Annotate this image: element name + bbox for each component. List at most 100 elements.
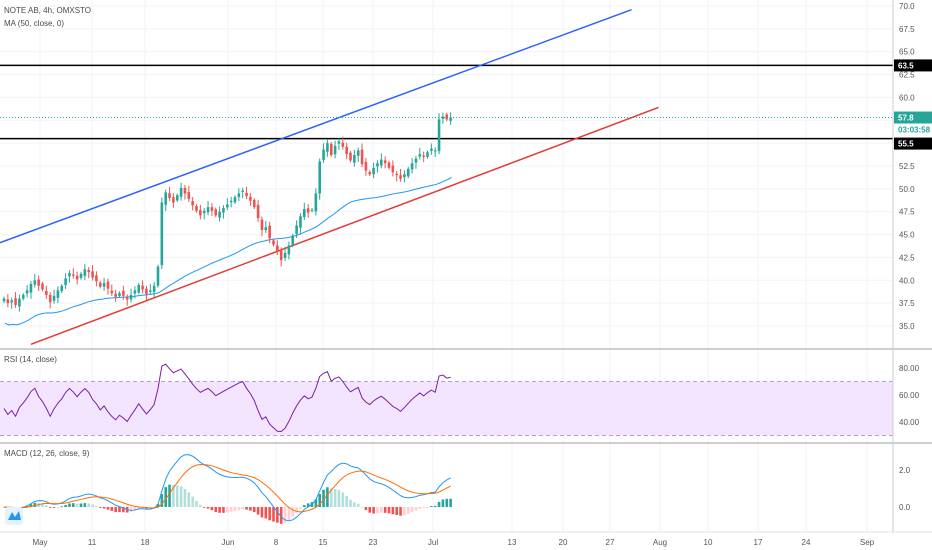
candle-body — [441, 116, 445, 119]
price-tick-label: 52.5 — [899, 162, 915, 171]
candlesticks — [2, 112, 452, 312]
ma-line — [4, 177, 452, 326]
candle-body — [256, 204, 260, 219]
candle-body — [279, 250, 283, 261]
candle-body — [98, 282, 102, 287]
macd-histogram-bar — [430, 506, 433, 507]
candle-body — [260, 219, 264, 230]
macd-histogram-bar — [433, 505, 437, 507]
macd-histogram-bar — [129, 507, 133, 512]
candle-body — [95, 275, 98, 282]
macd-histogram-bar — [441, 499, 445, 507]
candle-body — [299, 216, 302, 228]
price-tick-label: 42.5 — [899, 253, 915, 262]
time-axis[interactable]: May 11 18 Jun 8 15 23 Jul 13 20 27 Aug 10 17 24 Sep — [32, 538, 874, 547]
time-tick-label: 13 — [508, 538, 517, 547]
rsi-tick-label: 60.00 — [899, 391, 920, 400]
lower-level-tag: 55.5 — [898, 140, 914, 149]
rsi-label[interactable]: RSI (14, close) — [4, 355, 57, 364]
rsi-band-fill — [0, 381, 893, 436]
candle-body — [276, 245, 279, 252]
candle-body — [152, 285, 156, 292]
candle-body — [303, 208, 306, 218]
candle-body — [18, 298, 21, 307]
macd-histogram-bar — [349, 499, 352, 507]
time-tick-label: Sep — [860, 538, 875, 547]
macd-histogram-bar — [137, 507, 141, 509]
price-tick-label: 65.0 — [899, 48, 915, 57]
candle-body — [368, 172, 372, 175]
macd-histogram-bar — [164, 487, 167, 507]
candle-body — [164, 192, 167, 205]
candle-body — [129, 294, 133, 300]
candle-body — [422, 155, 425, 157]
macd-histogram-bar — [172, 484, 175, 507]
candle-body — [264, 227, 268, 230]
candle-body — [226, 204, 229, 208]
candle-body — [310, 209, 314, 211]
macd-histogram-bar — [68, 503, 71, 507]
price-tick-label: 67.5 — [899, 25, 915, 34]
macd-label[interactable]: MACD (12, 26, close, 9) — [4, 449, 90, 458]
candle-body — [245, 192, 248, 197]
candle-body — [445, 114, 449, 120]
macd-histogram-bar — [303, 505, 306, 507]
macd-histogram-bar — [87, 503, 90, 507]
candle-body — [110, 290, 114, 294]
symbol-label[interactable]: NOTE AB, 4h, OMXSTO — [4, 6, 91, 15]
price-axis[interactable]: 70.067.565.062.560.057.555.052.550.047.5… — [899, 2, 920, 512]
time-tick-label: 15 — [319, 538, 328, 547]
candle-body — [21, 294, 25, 299]
candle-body — [168, 193, 171, 198]
candle-body — [229, 200, 233, 203]
macd-histogram-bar — [387, 507, 391, 514]
candle-body — [380, 159, 383, 166]
macd-histogram-bar — [199, 504, 202, 507]
macd-histogram-bar — [268, 507, 271, 521]
macd-histogram-bar — [306, 503, 310, 507]
candle-body — [337, 141, 341, 144]
candle-body — [291, 235, 295, 246]
macd-tick-label: 2.0 — [899, 466, 911, 475]
candle-body — [45, 290, 48, 295]
macd-histogram-bar — [249, 507, 252, 511]
candle-body — [191, 201, 194, 206]
macd-indicator — [2, 454, 452, 524]
time-tick-label: 11 — [88, 538, 97, 547]
macd-histogram-bar — [60, 506, 64, 508]
candle-body — [29, 283, 33, 293]
macd-histogram-bar — [383, 507, 387, 513]
macd-histogram-bar — [183, 488, 187, 507]
candle-body — [56, 290, 60, 299]
candle-body — [214, 209, 218, 216]
rsi-tick-label: 80.00 — [899, 364, 920, 373]
macd-histogram-bar — [110, 507, 114, 511]
macd-histogram-bar — [322, 489, 325, 507]
macd-histogram-bar — [102, 507, 106, 509]
macd-histogram-bar — [72, 503, 75, 507]
macd-histogram-bar — [391, 507, 395, 515]
candle-body — [79, 273, 83, 278]
candle-body — [48, 294, 52, 303]
ma-label[interactable]: MA (50, close, 0) — [4, 19, 64, 28]
candle-body — [218, 211, 221, 218]
last-price-tag-bg — [894, 111, 932, 124]
candle-body — [387, 162, 391, 168]
candle-body — [430, 148, 433, 151]
macd-histogram-bar — [218, 507, 221, 513]
candle-body — [145, 288, 148, 294]
countdown-tag-bg — [894, 123, 932, 136]
candle-body — [414, 158, 418, 163]
candle-body — [306, 208, 310, 213]
channel-upper-line — [0, 8, 632, 244]
macd-histogram-bar — [122, 507, 125, 513]
macd-histogram-bar — [206, 507, 210, 509]
candle-body — [64, 278, 67, 286]
macd-histogram-bar — [160, 494, 164, 507]
price-tags: 63.5 57.8 03:03:58 55.5 — [894, 59, 932, 150]
macd-histogram-bar — [418, 507, 422, 509]
rsi-line — [3, 363, 451, 432]
price-pane[interactable] — [0, 0, 893, 348]
candle-body — [326, 143, 329, 152]
